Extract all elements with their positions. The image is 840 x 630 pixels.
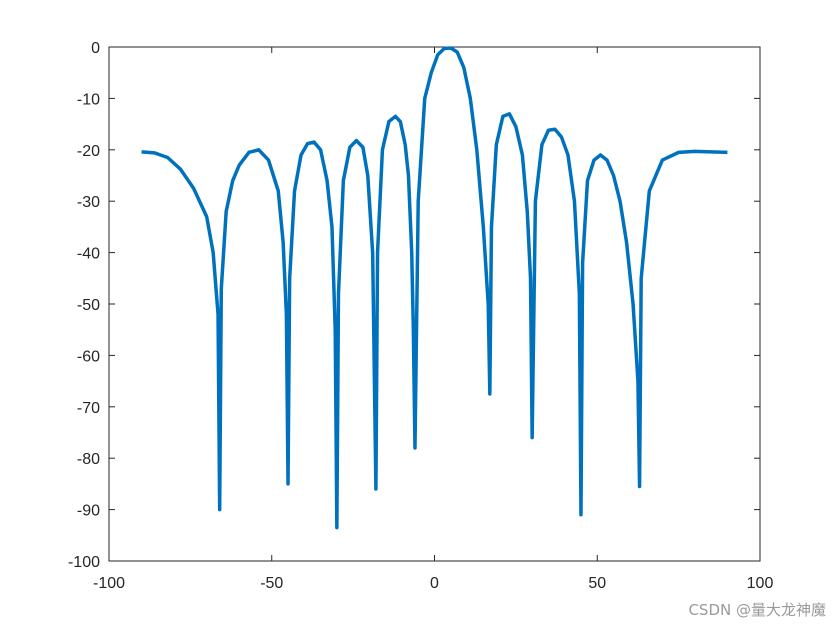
y-tick-label: -80 [77, 451, 100, 468]
x-tick-label: 50 [588, 575, 606, 592]
y-tick-label: -90 [77, 503, 100, 520]
x-tick-label: 0 [430, 575, 439, 592]
series-line [141, 46, 728, 530]
y-tick-label: -20 [77, 143, 100, 160]
x-tick-label: -100 [93, 575, 125, 592]
y-tick-label: -60 [77, 348, 100, 365]
plot-area [108, 46, 761, 562]
y-tick-label: 0 [91, 40, 100, 57]
y-tick-label: -30 [77, 194, 100, 211]
y-tick-label: -10 [77, 91, 100, 108]
y-tick-label: -100 [68, 554, 100, 571]
series-layer [141, 46, 728, 530]
x-tick-label: -50 [260, 575, 283, 592]
watermark: CSDN @量大龙神魔 [688, 601, 826, 619]
y-tick-label: -70 [77, 400, 100, 417]
x-tick-label: 100 [747, 575, 774, 592]
y-tick-label: -50 [77, 297, 100, 314]
y-tick-label: -40 [77, 246, 100, 263]
axes-layer: -100 -50 0 50 100 0 -10 -20 -30 -40 -50 -60 -70 -80 -9… [68, 40, 773, 592]
